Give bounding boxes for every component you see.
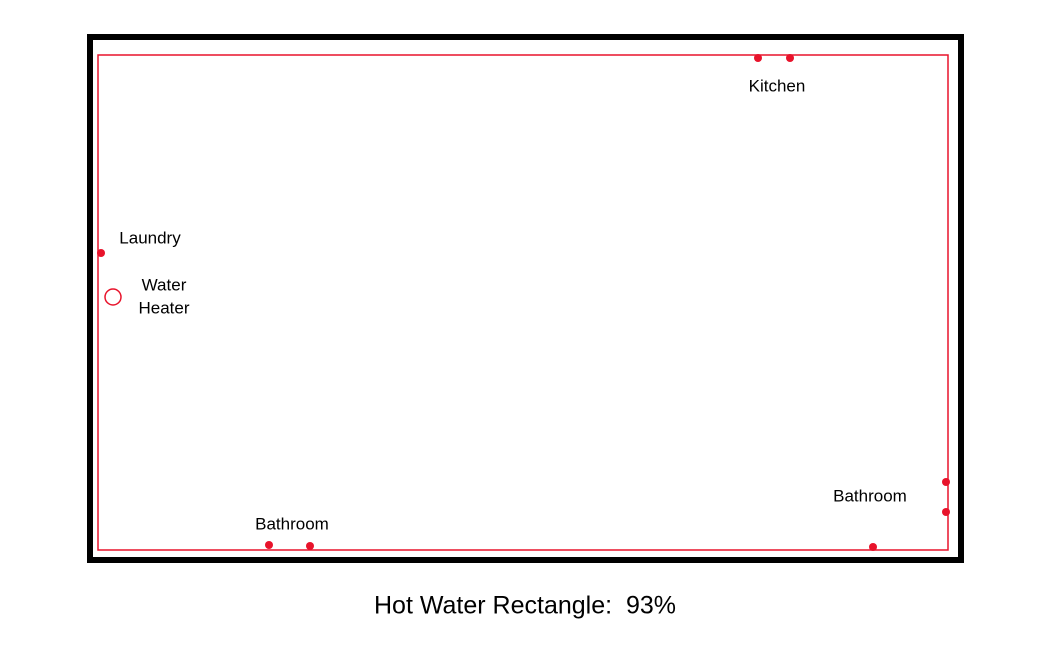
fixture bbox=[786, 54, 794, 62]
house-outline bbox=[87, 34, 964, 563]
water-heater bbox=[104, 288, 122, 306]
label: Water bbox=[142, 275, 187, 294]
fixture bbox=[306, 542, 314, 550]
caption: Hot Water Rectangle: 93% bbox=[374, 592, 676, 620]
label: Kitchen bbox=[749, 76, 806, 95]
hot-water-rectangle bbox=[97, 54, 949, 551]
fixture bbox=[942, 478, 950, 486]
fixture bbox=[869, 543, 877, 551]
label: Bathroom bbox=[833, 486, 907, 505]
label: Laundry bbox=[119, 228, 181, 247]
fixture bbox=[97, 249, 105, 257]
label: Bathroom bbox=[255, 514, 329, 533]
fixture bbox=[265, 541, 273, 549]
fixture bbox=[942, 508, 950, 516]
fixture bbox=[754, 54, 762, 62]
label: Heater bbox=[138, 298, 189, 317]
